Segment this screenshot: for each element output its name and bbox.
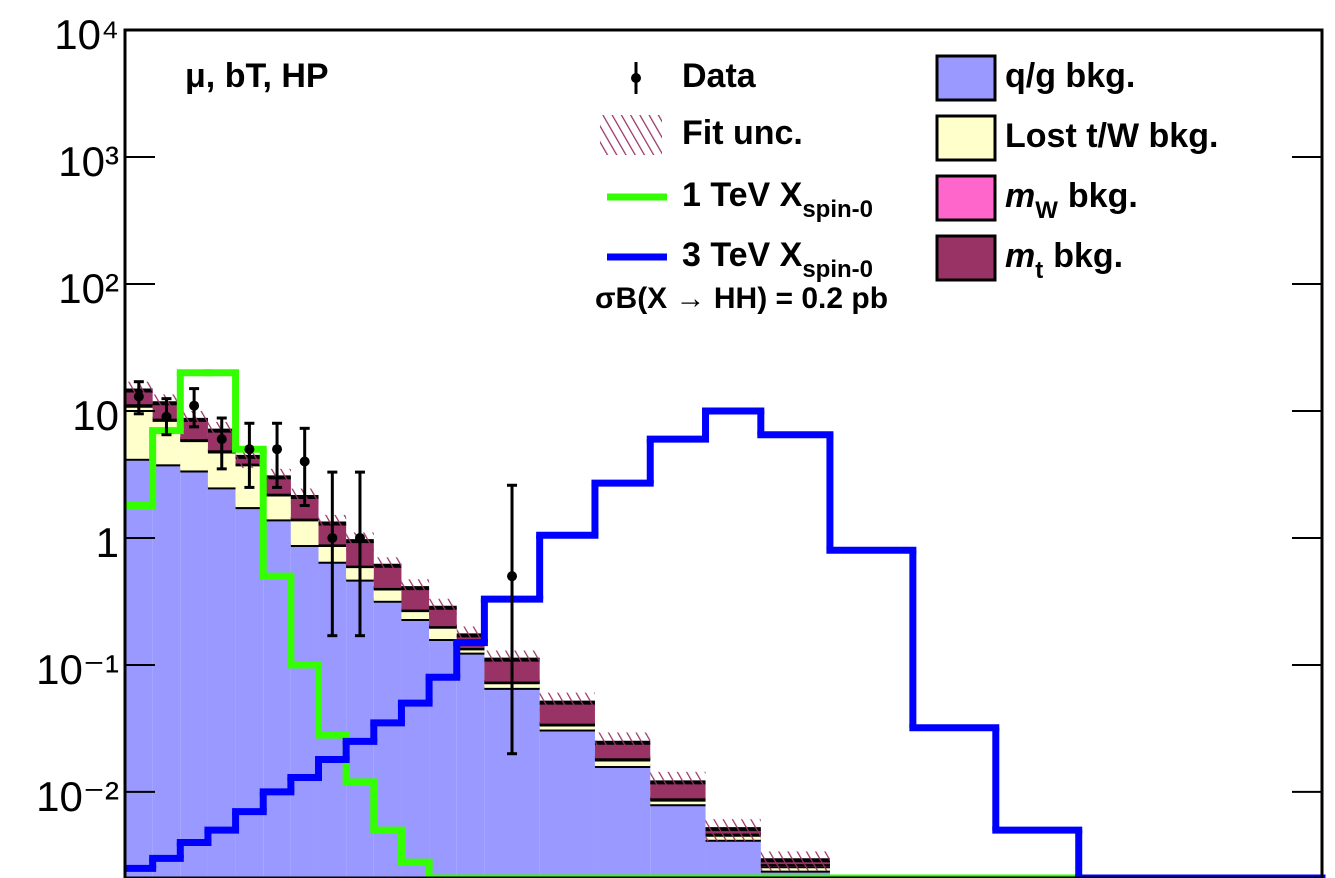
data-point (354, 532, 365, 543)
legend-label: Lost t/W bkg. (1005, 117, 1218, 155)
stack-bar (373, 600, 402, 878)
fit-uncertainty (705, 819, 761, 842)
stack-bar (456, 652, 485, 878)
legend-subscript: W (1035, 197, 1058, 224)
legend-name: Lost t/W bkg. (1005, 117, 1218, 155)
y-tick-label: 10⁴ (54, 11, 119, 58)
stack-bar (125, 458, 153, 878)
legend-name: m (1005, 237, 1035, 275)
legend-swatch (935, 54, 997, 102)
stack-bar (180, 440, 208, 471)
stack-bar (539, 724, 595, 730)
y-tick-label: 10⁻¹ (36, 646, 119, 693)
data-point (133, 391, 144, 402)
frame (123, 28, 1324, 878)
legend-label: 3 TeV Xspin-0 (682, 236, 873, 283)
stack-bar (429, 626, 457, 640)
legend-label: mt bkg. (1005, 237, 1123, 284)
fit-uncertainty (539, 692, 595, 715)
fit-uncertainty (429, 598, 457, 619)
stack-bar (180, 470, 208, 878)
fit-uncertainty (760, 851, 830, 871)
data-point (507, 571, 518, 582)
data-point (161, 411, 172, 422)
plot-area (125, 369, 1326, 878)
stack-bar (401, 619, 430, 878)
legend-label: q/g bkg. (1005, 57, 1135, 95)
legend-swatch (935, 174, 997, 222)
stack-bar (594, 759, 651, 767)
stack-bar (650, 804, 706, 878)
stack-bar (235, 507, 264, 878)
legend-name: m (1005, 177, 1035, 215)
stack-bar (152, 464, 181, 878)
stack-bar (373, 588, 402, 601)
legend-name: 3 TeV X (682, 236, 803, 274)
data-point (272, 444, 283, 455)
data-point (299, 456, 310, 467)
stack-bar (650, 799, 706, 805)
stack-bar (290, 545, 319, 878)
data-point (216, 434, 227, 445)
stack-bar (401, 610, 430, 620)
fit-uncertainty (401, 579, 430, 599)
legend-subscript: t (1035, 257, 1043, 284)
fit-uncertainty (650, 771, 706, 796)
cross-section-label: σB(X → HH) = 0.2 pb (595, 282, 888, 315)
legend-label: Data (682, 57, 757, 95)
data-point (327, 532, 338, 543)
legend-subscript: spin-0 (802, 256, 873, 283)
data-point (189, 400, 200, 411)
legend-name: Data (682, 57, 757, 95)
y-tick-label: 10² (58, 265, 119, 312)
stack-bar (290, 519, 319, 546)
fit-uncertainty (594, 732, 651, 756)
legend-name: 1 TeV X (682, 176, 803, 214)
legend-suffix: bkg. (1053, 237, 1123, 275)
stack-bar (594, 766, 651, 878)
legend-data-point (631, 73, 641, 83)
fit-uncertainty (373, 557, 402, 576)
y-tick-label: 1 (96, 519, 119, 566)
legend-label: mW bkg. (1005, 177, 1138, 224)
y-tick-label: 10 (72, 392, 119, 439)
legend-swatch (935, 234, 997, 282)
legend-suffix: bkg. (1068, 177, 1138, 215)
y-tick-label: 10⁻² (36, 773, 119, 820)
stack-bar (456, 648, 485, 653)
y-tick-label: 10³ (58, 138, 119, 185)
data-point (244, 444, 255, 455)
stack-bar (263, 494, 291, 520)
legend-swatch (935, 114, 997, 162)
legend-name: Fit unc. (682, 114, 803, 152)
legend-subscript: spin-0 (802, 196, 873, 223)
stack-bar (539, 729, 595, 878)
legend-label: 1 TeV Xspin-0 (682, 176, 873, 223)
stack-bar (207, 487, 236, 878)
stack-bar (705, 839, 761, 878)
stack-bar (760, 870, 830, 878)
legend-label: Fit unc. (682, 114, 803, 152)
channel-label: μ, bT, HP (185, 57, 329, 95)
legend-unc (600, 115, 662, 155)
legend-name: q/g bkg. (1005, 57, 1135, 95)
